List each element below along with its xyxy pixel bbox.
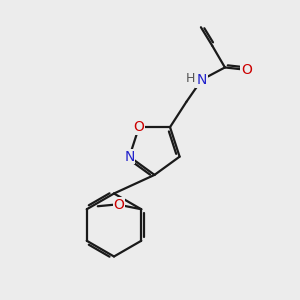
Text: O: O bbox=[134, 120, 144, 134]
Text: N: N bbox=[124, 150, 135, 164]
Text: H: H bbox=[185, 72, 195, 85]
Text: O: O bbox=[241, 63, 252, 77]
Text: N: N bbox=[196, 73, 207, 87]
Text: O: O bbox=[113, 198, 124, 212]
